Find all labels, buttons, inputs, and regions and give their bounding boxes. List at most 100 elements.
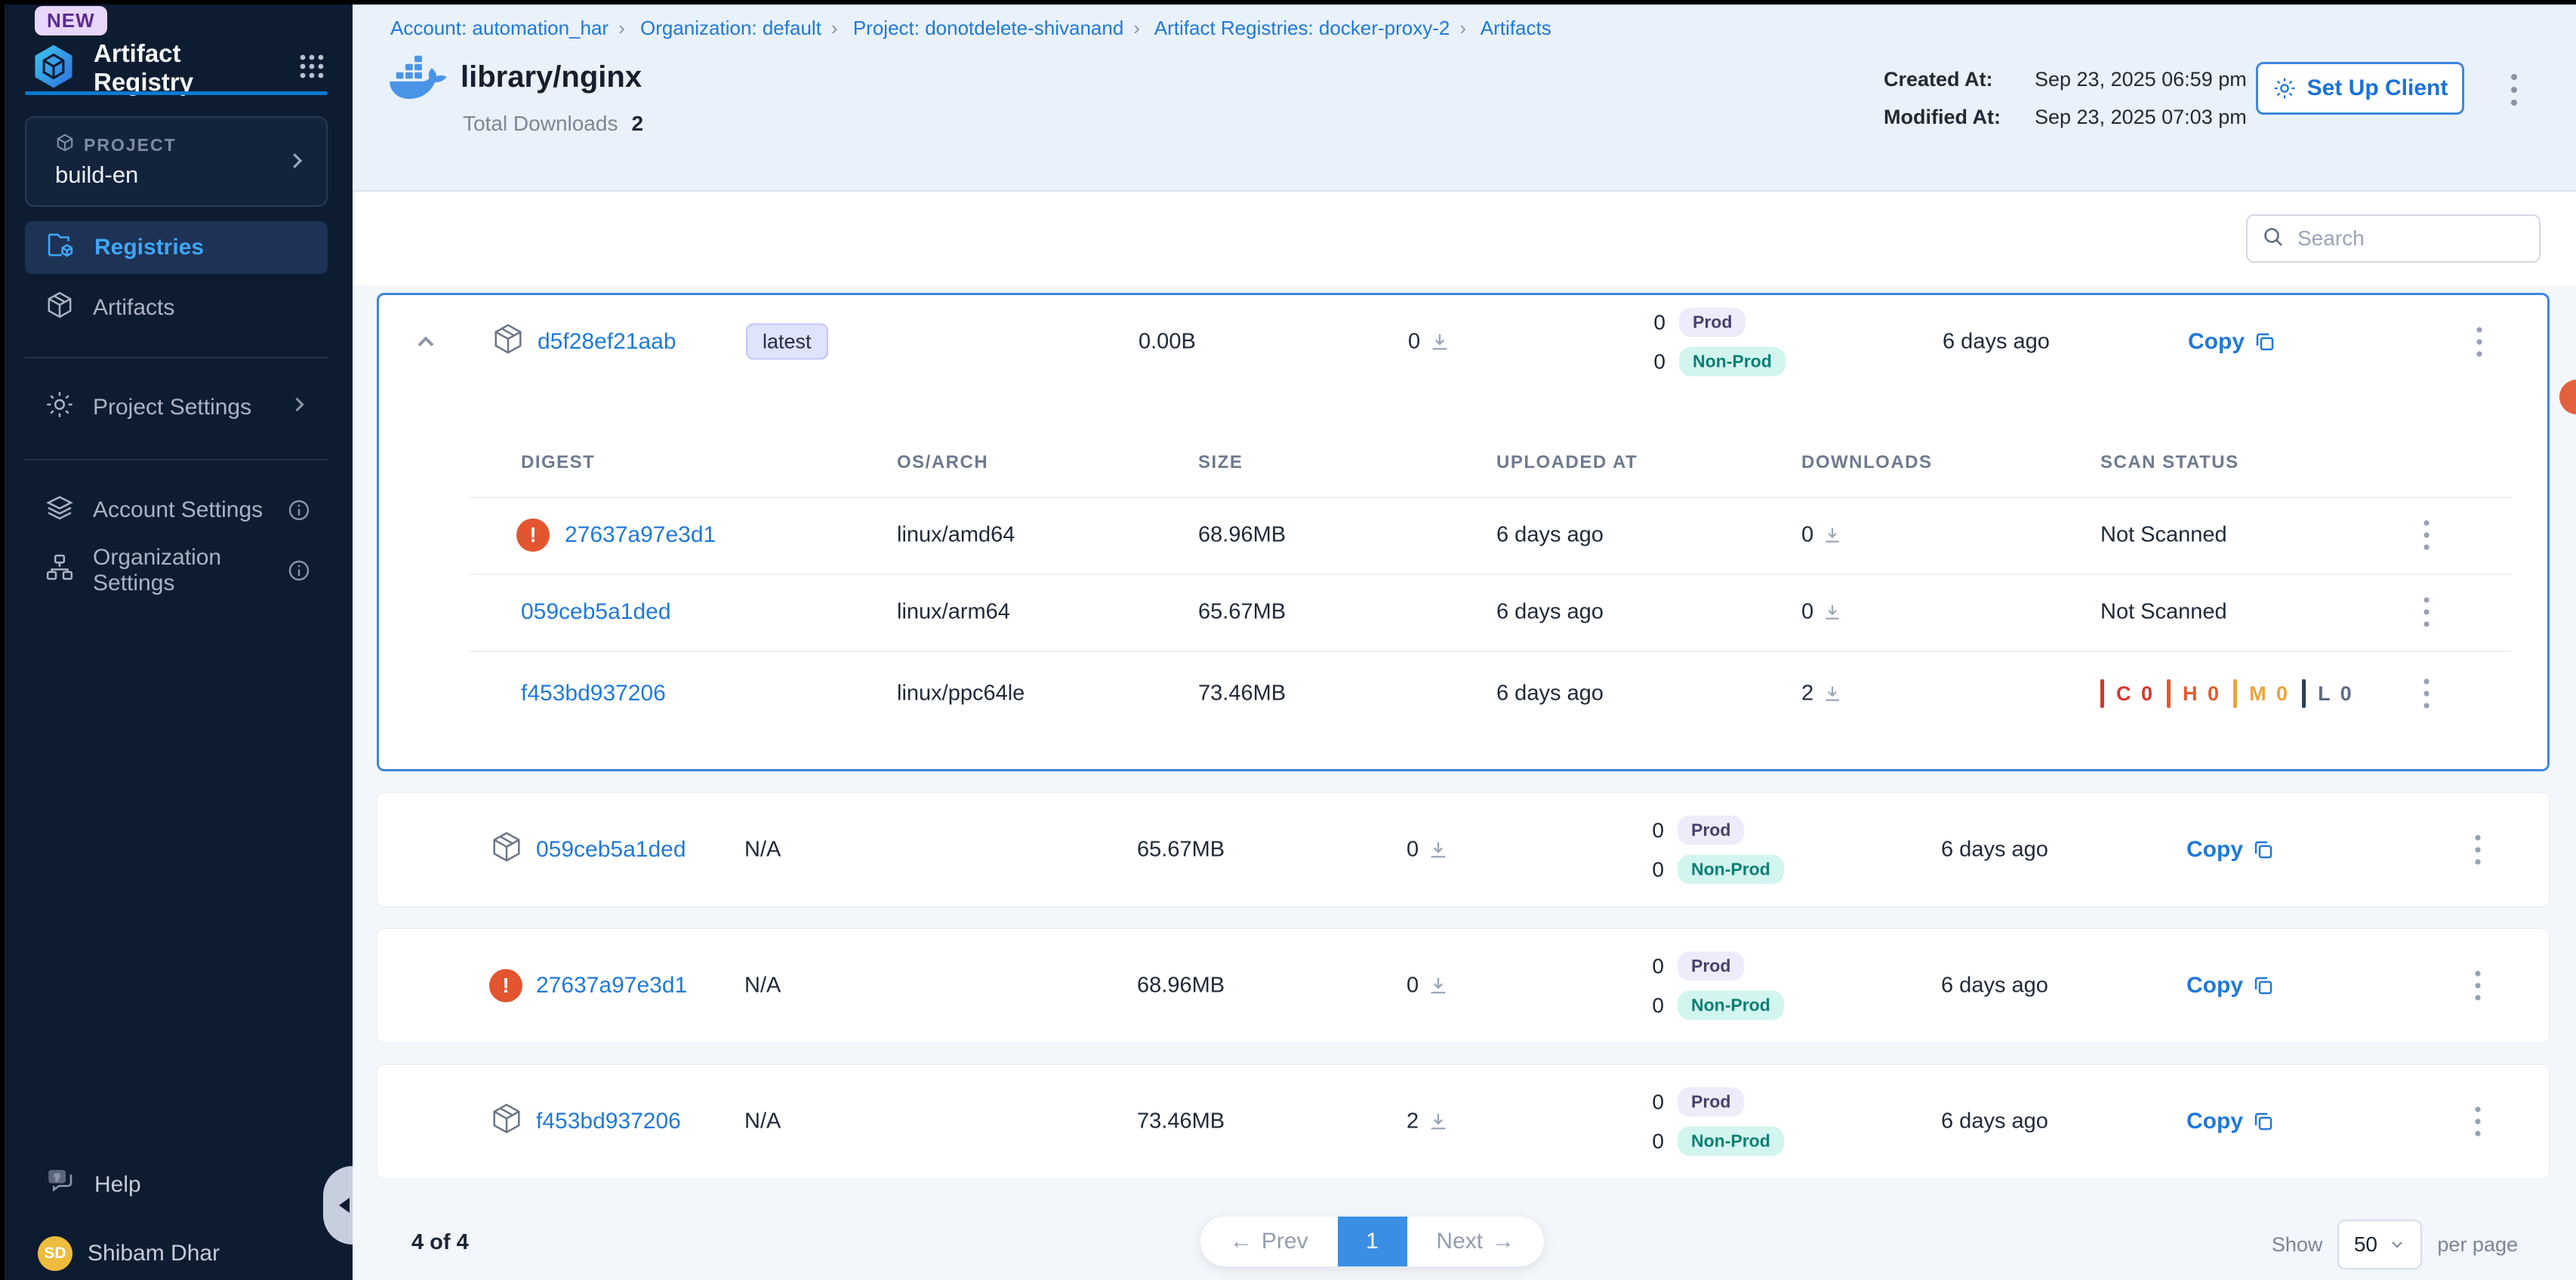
setup-client-button[interactable]: Set Up Client	[2256, 62, 2464, 115]
search-input[interactable]	[2296, 226, 2525, 251]
scan-status: Not Scanned	[2100, 522, 2227, 547]
list-toolbar	[353, 192, 2576, 287]
version-digest-link[interactable]: f453bd937206	[536, 1109, 681, 1134]
digest-link[interactable]: 059ceb5a1ded	[521, 599, 671, 624]
sidebar-accent-divider	[25, 91, 328, 95]
header-menu-button[interactable]	[2504, 66, 2524, 113]
project-selector[interactable]: PROJECT build-en	[25, 116, 328, 207]
row-menu-button[interactable]	[2469, 1100, 2487, 1143]
total-downloads-value: 2	[631, 112, 644, 135]
row-menu-button[interactable]	[2417, 514, 2436, 556]
download-icon	[1432, 334, 1447, 349]
package-icon	[489, 1101, 524, 1142]
copy-icon	[2256, 333, 2274, 351]
copy-link[interactable]: Copy	[2186, 1109, 2275, 1134]
version-digest-link[interactable]: 27637a97e3d1	[536, 973, 688, 998]
nonprod-badge: Non-Prod	[1679, 346, 1786, 377]
copy-icon	[2254, 1112, 2272, 1131]
version-row: f453bd937206 N/A 73.46MB 2 0 Prod 0 Non-Pr…	[377, 1064, 2550, 1179]
version-downloads: 0	[1408, 330, 1450, 355]
app-title: Artifact Registry	[94, 39, 194, 96]
page-number-button[interactable]: 1	[1337, 1217, 1407, 1266]
nonprod-badge: Non-Prod	[1678, 990, 1784, 1020]
digest-link[interactable]: 27637a97e3d1	[565, 522, 716, 547]
info-icon[interactable]	[287, 558, 311, 583]
env-counts: 0 Prod 0 Non-Prod	[1640, 815, 1784, 885]
version-downloads: 0	[1407, 974, 1449, 998]
page-title: library/nginx	[461, 60, 642, 94]
low-bar	[2302, 679, 2306, 708]
download-icon	[1431, 842, 1446, 857]
digest-size: 65.67MB	[1198, 599, 1286, 624]
digest-link[interactable]: f453bd937206	[521, 681, 666, 706]
org-chart-icon	[45, 552, 75, 589]
app-grid-icon[interactable]	[297, 51, 327, 85]
project-cube-icon	[55, 133, 75, 157]
version-tag: N/A	[744, 1109, 781, 1134]
sidebar-item-account-settings[interactable]: Account Settings	[25, 484, 328, 537]
row-menu-button[interactable]	[2417, 591, 2436, 633]
created-at-value: Sep 23, 2025 06:59 pm	[2035, 68, 2247, 91]
download-icon	[1431, 977, 1446, 993]
prod-badge: Prod	[1678, 951, 1745, 981]
digest-downloads: 0	[1801, 600, 1842, 625]
breadcrumb-account[interactable]: Account: automation_har	[390, 17, 609, 39]
help-label: Help	[94, 1172, 141, 1197]
version-tag: N/A	[744, 837, 781, 862]
version-row: ! 27637a97e3d1 N/A 68.96MB 0 0 Prod 0 Non-…	[377, 928, 2550, 1043]
version-digest-link[interactable]: 059ceb5a1ded	[536, 837, 686, 862]
breadcrumb-organization[interactable]: Organization: default	[639, 17, 821, 39]
digest-size: 68.96MB	[1198, 522, 1286, 547]
table-divider	[470, 497, 2511, 498]
search-icon	[2261, 225, 2285, 253]
page-size-select[interactable]: 50	[2337, 1220, 2423, 1269]
gear-icon	[2274, 78, 2294, 99]
sidebar-item-project-settings[interactable]: Project Settings	[25, 381, 328, 434]
row-menu-button[interactable]	[2417, 672, 2436, 715]
collapse-chevron-up-icon[interactable]	[412, 328, 439, 355]
sidebar-item-organization-settings[interactable]: Organization Settings	[25, 544, 328, 597]
version-row: d5f28ef21aab latest 0.00B 0 0 Prod 0 Non-P…	[379, 295, 2547, 389]
high-bar	[2167, 679, 2171, 708]
arrow-left-icon: ←	[1229, 1229, 1253, 1254]
prev-page-button[interactable]: ← Prev	[1200, 1217, 1338, 1266]
feedback-dot[interactable]	[2559, 380, 2576, 414]
help-button[interactable]: ? Help	[45, 1166, 141, 1204]
breadcrumb-artifacts[interactable]: Artifacts	[1480, 17, 1551, 39]
sidebar-divider	[25, 459, 328, 460]
page-header: Account: automation_har › Organization: d…	[353, 0, 2576, 192]
sidebar-item-artifacts[interactable]: Artifacts	[25, 282, 328, 334]
version-digest-link[interactable]: d5f28ef21aab	[538, 329, 676, 354]
gear-icon	[45, 389, 75, 426]
chevron-right-icon	[288, 394, 310, 421]
download-icon	[1431, 1113, 1446, 1129]
sidebar: NEW Artifact Registry	[0, 0, 353, 1280]
row-menu-button[interactable]	[2470, 321, 2488, 363]
digest-os: linux/amd64	[897, 522, 1015, 547]
sidebar-item-registries[interactable]: Registries	[25, 221, 328, 274]
row-menu-button[interactable]	[2469, 965, 2487, 1007]
artifact-registry-logo-icon	[30, 43, 77, 94]
copy-link[interactable]: Copy	[2186, 837, 2275, 863]
version-age: 6 days ago	[1943, 329, 2050, 354]
user-menu[interactable]: SD Shibam Dhar	[38, 1236, 220, 1271]
scan-status: Not Scanned	[2100, 599, 2227, 624]
copy-link[interactable]: Copy	[2186, 973, 2275, 998]
breadcrumb-project[interactable]: Project: donotdelete-shivanand	[852, 17, 1124, 39]
pagination: ← Prev 1 Next →	[1200, 1217, 1544, 1266]
sidebar-collapse-handle[interactable]	[323, 1166, 353, 1245]
info-icon[interactable]	[287, 498, 311, 522]
row-menu-button[interactable]	[2469, 829, 2487, 871]
breadcrumb-registry[interactable]: Artifact Registries: docker-proxy-2	[1154, 17, 1450, 39]
nonprod-badge: Non-Prod	[1678, 854, 1784, 885]
sidebar-item-label: Registries	[94, 235, 205, 260]
medium-bar	[2233, 679, 2238, 708]
env-counts: 0 Prod 0 Non-Prod	[1641, 307, 1786, 377]
download-icon	[1826, 605, 1839, 620]
copy-link[interactable]: Copy	[2188, 329, 2276, 355]
next-page-button[interactable]: Next →	[1407, 1217, 1545, 1266]
version-age: 6 days ago	[1941, 1109, 2048, 1134]
avatar: SD	[38, 1236, 72, 1271]
pagination-summary: 4 of 4	[411, 1230, 469, 1254]
